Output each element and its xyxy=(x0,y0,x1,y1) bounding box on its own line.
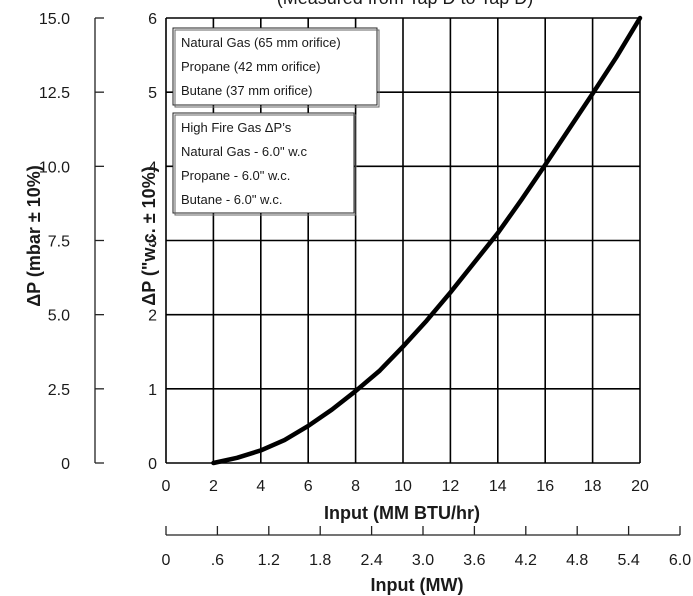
secondary-y-tick-label-15.0: 15.0 xyxy=(39,11,70,28)
x-tick-label-12: 12 xyxy=(442,478,460,495)
y-tick-label-3: 3 xyxy=(148,234,157,251)
series-layer xyxy=(211,15,643,466)
x-secondary-axis-title: Input (MW) xyxy=(371,575,464,595)
secondary-x-tick-label-3.0: 3.0 xyxy=(412,552,434,569)
legend-line-butane: Butane (37 mm orifice) xyxy=(181,83,313,98)
secondary-x-tick-label-3.6: 3.6 xyxy=(463,552,485,569)
secondary-x-tick-label-.6: .6 xyxy=(211,552,224,569)
secondary-y-tick-label-12.5: 12.5 xyxy=(39,85,70,102)
plot-grid xyxy=(165,17,641,464)
secondary-x-tick-label-5.4: 5.4 xyxy=(617,552,639,569)
legend-orifice-box: Natural Gas (65 mm orifice) Propane (42 … xyxy=(172,27,380,108)
y-tick-label-0: 0 xyxy=(148,456,157,473)
x-tick-label-18: 18 xyxy=(584,478,602,495)
y-tick-label-4: 4 xyxy=(148,159,157,176)
x-tick-label-8: 8 xyxy=(351,478,360,495)
legend-high-fire-title: High Fire Gas ΔP’s xyxy=(181,120,292,135)
legend-line-propane: Propane (42 mm orifice) xyxy=(181,59,320,74)
y-tick-label-6: 6 xyxy=(148,11,157,28)
legend-high-fire-propane: Propane - 6.0" w.c. xyxy=(181,168,290,183)
secondary-y-tick-label-5.0: 5.0 xyxy=(48,308,70,325)
x-tick-label-20: 20 xyxy=(631,478,649,495)
x-tick-label-10: 10 xyxy=(394,478,412,495)
secondary-x-tick-label-2.4: 2.4 xyxy=(360,552,382,569)
secondary-y-tick-label-0: 0 xyxy=(61,456,70,473)
chart-title: (Measured from Tap D to Tap D) xyxy=(277,0,533,8)
secondary-y-tick-label-2.5: 2.5 xyxy=(48,382,70,399)
secondary-x-tick-label-4.2: 4.2 xyxy=(515,552,537,569)
secondary-x-tick-label-1.2: 1.2 xyxy=(258,552,280,569)
x-tick-label-14: 14 xyxy=(489,478,507,495)
legend-high-fire-butane: Butane - 6.0" w.c. xyxy=(181,192,282,207)
secondary-y-tick-label-10.0: 10.0 xyxy=(39,159,70,176)
y-secondary-axis-title: ΔP (mbar ± 10%) xyxy=(24,165,44,307)
secondary-x-axis: 0 .6 1.2 1.8 2.4 3.0 3.6 4.2 4.8 5.4 6.0 xyxy=(162,526,691,569)
legend-line-natural-gas: Natural Gas (65 mm orifice) xyxy=(181,35,341,50)
legend-high-fire-natural: Natural Gas - 6.0" w.c xyxy=(181,144,307,159)
x-axis-title: Input (MM BTU/hr) xyxy=(324,503,480,523)
x-tick-label-16: 16 xyxy=(536,478,554,495)
secondary-y-axis: 0 2.5 5.0 7.5 10.0 12.5 15.0 xyxy=(39,11,104,473)
secondary-x-tick-label-6.0: 6.0 xyxy=(669,552,691,569)
x-tick-label-6: 6 xyxy=(304,478,313,495)
x-tick-label-2: 2 xyxy=(209,478,218,495)
secondary-x-tick-label-1.8: 1.8 xyxy=(309,552,331,569)
x-tick-label-0: 0 xyxy=(162,478,171,495)
y-tick-label-2: 2 xyxy=(148,308,157,325)
secondary-y-tick-label-7.5: 7.5 xyxy=(48,234,70,251)
secondary-x-tick-label-4.8: 4.8 xyxy=(566,552,588,569)
x-tick-label-4: 4 xyxy=(256,478,265,495)
secondary-x-tick-label-0: 0 xyxy=(162,552,171,569)
y-tick-label-1: 1 xyxy=(148,382,157,399)
legend-high-fire-box: High Fire Gas ΔP’s Natural Gas - 6.0" w.… xyxy=(172,112,357,216)
y-axis-title: ΔP ("w.c. ± 10%) xyxy=(139,166,159,305)
y-tick-label-5: 5 xyxy=(148,85,157,102)
